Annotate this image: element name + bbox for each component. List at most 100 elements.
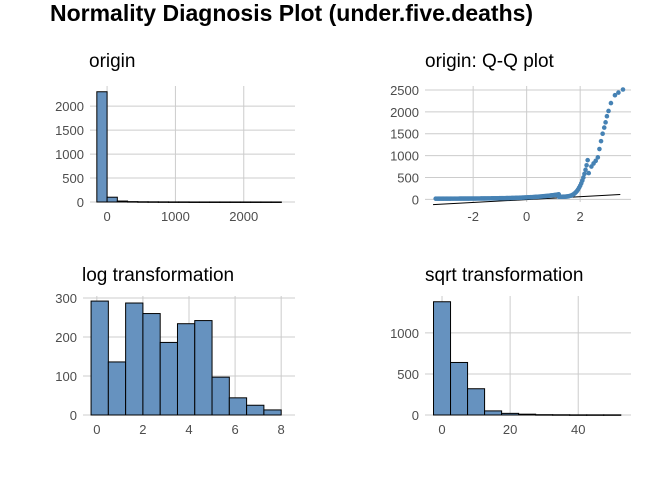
- histogram-bar: [90, 300, 109, 416]
- panel-title: origin: Q-Q plot: [425, 51, 555, 72]
- x-tick-label: 4: [185, 422, 192, 437]
- histogram-bar: [127, 201, 139, 203]
- qq-point: [598, 138, 604, 144]
- histogram-bar: [142, 313, 161, 416]
- qq-point: [581, 175, 586, 180]
- y-tick-label: 0: [77, 195, 84, 210]
- histogram-bar: [228, 397, 248, 416]
- y-tick-label: 2000: [390, 105, 419, 120]
- histogram-bar: [484, 410, 503, 416]
- histogram-bar: [518, 413, 537, 416]
- panel-origin-histogram: origin 0 500 1000 1500 2000 0 1000 2000: [55, 51, 295, 224]
- qq-point: [601, 125, 607, 130]
- qq-point: [603, 120, 608, 125]
- y-tick-label: 0: [412, 408, 419, 423]
- qq-point: [582, 171, 587, 177]
- y-tick-label: 0: [70, 408, 77, 423]
- y-tick-label: 1000: [390, 149, 419, 164]
- x-tick-label: 0: [438, 422, 445, 437]
- histogram-bar: [96, 91, 108, 203]
- y-tick-label: 0: [412, 192, 419, 207]
- qq-point: [616, 90, 621, 95]
- histogram-bar: [106, 196, 118, 203]
- histogram-bar: [116, 200, 129, 203]
- panel-title: log transformation: [82, 265, 234, 286]
- qq-point: [597, 146, 602, 152]
- x-tick-label: 0: [523, 209, 530, 224]
- panel-qq-plot: origin: Q-Q plot 0 500 1000 1500 2000 2500 -2 0 2: [390, 51, 631, 224]
- histogram-bar: [603, 414, 622, 416]
- histogram-bar: [178, 201, 190, 203]
- histogram-bar: [211, 376, 230, 416]
- histogram-bar: [501, 412, 520, 416]
- qq-point: [604, 113, 610, 119]
- histogram-bar: [569, 414, 588, 416]
- histogram-bar: [157, 201, 170, 203]
- qq-point: [586, 170, 592, 176]
- qq-point: [593, 158, 598, 164]
- y-tick-label: 1500: [390, 127, 419, 142]
- histogram-bar: [209, 201, 221, 203]
- y-tick-label: 1000: [390, 326, 419, 341]
- qq-point: [620, 87, 626, 92]
- y-tick-label: 200: [55, 330, 77, 345]
- x-tick-label: 0: [103, 209, 110, 224]
- histogram-bar: [168, 201, 180, 203]
- qq-point: [612, 92, 618, 98]
- x-tick-label: 40: [571, 422, 585, 437]
- x-tick-label: 8: [278, 422, 285, 437]
- x-tick-label: -2: [467, 209, 479, 224]
- page-title: Normality Diagnosis Plot (under.five.dea…: [50, 0, 534, 26]
- histogram-bar: [450, 361, 469, 416]
- histogram-bar: [246, 404, 265, 416]
- y-tick-label: 1500: [55, 123, 84, 138]
- qq-point: [583, 167, 588, 173]
- y-tick-label: 500: [397, 170, 419, 185]
- panel-title: sqrt transformation: [425, 265, 583, 286]
- x-tick-label: 2000: [229, 209, 258, 224]
- histogram-bar: [107, 361, 127, 416]
- histogram-bar: [250, 201, 262, 203]
- x-tick-label: 1000: [161, 209, 190, 224]
- y-tick-label: 2500: [390, 83, 419, 98]
- x-tick-label: 2: [139, 422, 146, 437]
- y-tick-label: 2000: [55, 99, 84, 114]
- histogram-bar: [137, 201, 149, 203]
- histogram-bar: [219, 201, 231, 203]
- qq-point: [600, 131, 605, 137]
- y-tick-label: 500: [397, 367, 419, 382]
- histogram-bar: [552, 414, 571, 416]
- qq-point: [606, 108, 611, 114]
- qq-point: [584, 162, 589, 168]
- histogram-bar: [159, 341, 178, 416]
- histogram-bar: [263, 409, 282, 416]
- histogram-bar: [125, 302, 144, 416]
- x-tick-label: 20: [503, 422, 517, 437]
- histogram-bar: [188, 201, 200, 203]
- panel-log-histogram: log transformation 0 100 200 300 0 2 4 6 8: [55, 265, 295, 437]
- histogram-bar: [535, 414, 554, 416]
- y-tick-label: 300: [55, 291, 77, 306]
- qq-point: [595, 155, 601, 160]
- x-tick-label: 6: [231, 422, 238, 437]
- panel-sqrt-histogram: sqrt transformation 0 500 1000 0 20 40: [390, 265, 631, 437]
- histogram-bar: [239, 201, 252, 203]
- qq-point: [585, 157, 590, 163]
- histogram-bar: [433, 301, 452, 416]
- histogram-bar: [198, 201, 211, 203]
- histogram-bar: [467, 388, 486, 416]
- histogram-bar: [176, 323, 196, 416]
- histogram-bar: [229, 201, 241, 203]
- y-tick-label: 500: [62, 171, 84, 186]
- y-tick-label: 1000: [55, 147, 84, 162]
- qq-point: [608, 100, 614, 106]
- histogram-bar: [194, 320, 213, 416]
- histogram-bar: [270, 201, 282, 203]
- panel-title: origin: [89, 51, 135, 72]
- y-tick-label: 100: [55, 369, 77, 384]
- histogram-bar: [147, 201, 159, 203]
- x-tick-label: 0: [93, 422, 100, 437]
- histogram-bar: [586, 414, 605, 416]
- histogram-bar: [260, 201, 272, 203]
